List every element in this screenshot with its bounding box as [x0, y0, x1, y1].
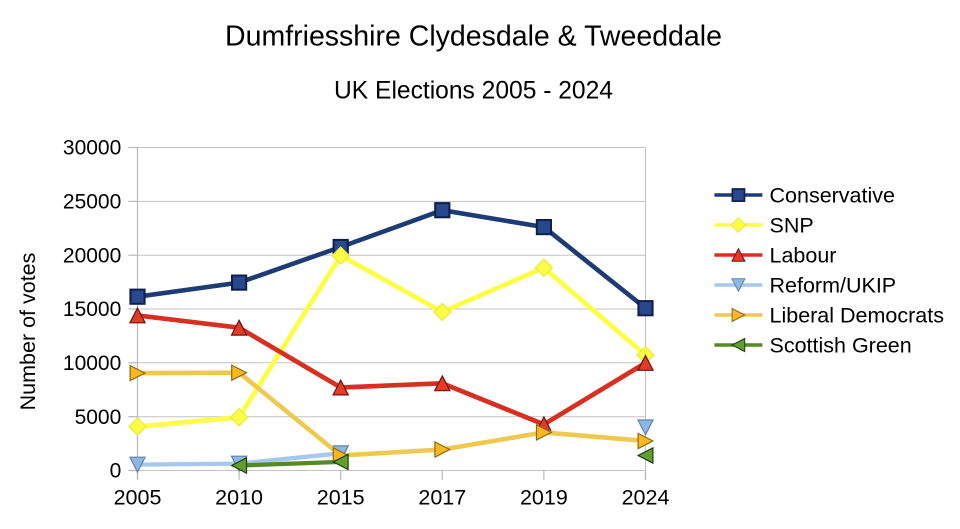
svg-text:Reform/UKIP: Reform/UKIP: [770, 273, 897, 297]
svg-text:5000: 5000: [75, 406, 122, 429]
svg-text:15000: 15000: [63, 298, 121, 321]
svg-text:30000: 30000: [63, 137, 121, 160]
svg-text:2015: 2015: [317, 486, 365, 510]
svg-text:2024: 2024: [622, 486, 670, 510]
svg-text:25000: 25000: [63, 191, 121, 214]
svg-text:Number of votes: Number of votes: [16, 253, 40, 411]
svg-text:20000: 20000: [63, 244, 121, 267]
svg-text:0: 0: [110, 460, 122, 483]
svg-text:SNP: SNP: [770, 213, 814, 237]
svg-text:Liberal Democrats: Liberal Democrats: [770, 303, 944, 327]
svg-text:2019: 2019: [520, 486, 568, 510]
svg-text:2010: 2010: [215, 486, 263, 510]
svg-text:Scottish Green: Scottish Green: [770, 333, 912, 357]
svg-text:Labour: Labour: [770, 243, 837, 267]
svg-text:Conservative: Conservative: [770, 183, 895, 207]
svg-text:Dumfriesshire Clydesdale & Twe: Dumfriesshire Clydesdale & Tweeddale: [225, 21, 722, 53]
svg-text:2005: 2005: [114, 486, 162, 510]
svg-text:UK Elections 2005 - 2024: UK Elections 2005 - 2024: [334, 78, 613, 105]
svg-text:2017: 2017: [418, 486, 466, 510]
svg-text:10000: 10000: [63, 352, 121, 375]
